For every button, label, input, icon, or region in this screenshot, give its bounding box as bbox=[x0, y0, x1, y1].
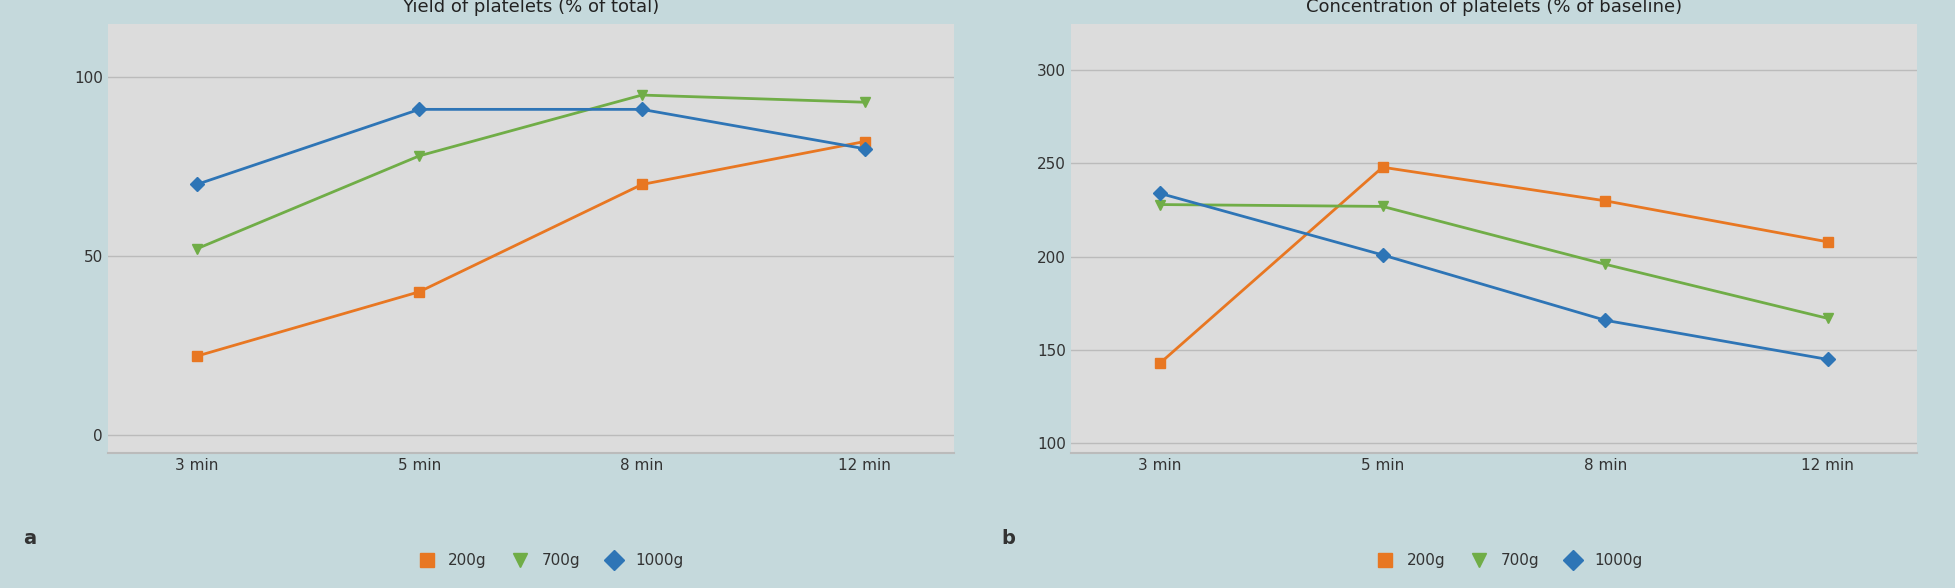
Text: b: b bbox=[1001, 529, 1015, 547]
Text: a: a bbox=[23, 529, 37, 547]
Legend: 200g, 700g, 1000g: 200g, 700g, 1000g bbox=[1363, 547, 1648, 574]
Title: Yield of platelets (% of total): Yield of platelets (% of total) bbox=[401, 0, 659, 16]
Legend: 200g, 700g, 1000g: 200g, 700g, 1000g bbox=[405, 547, 690, 574]
Title: Concentration of platelets (% of baseline): Concentration of platelets (% of baselin… bbox=[1306, 0, 1681, 16]
